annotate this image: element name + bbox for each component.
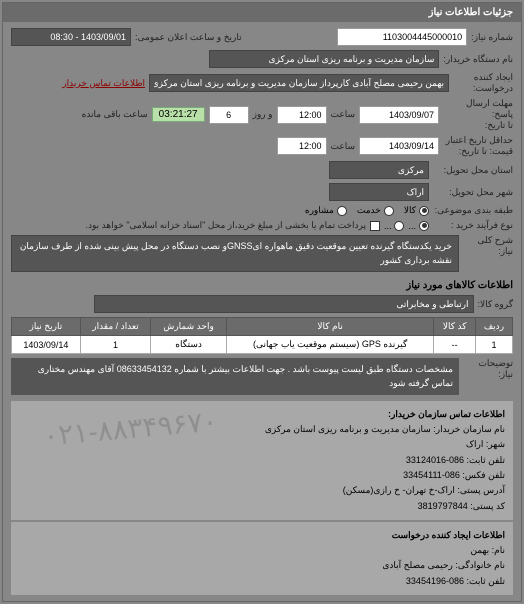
table-row: 1 -- گیرنده GPS (سیستم موقعیت یاب جهانی)… (12, 336, 513, 354)
reply-days-input[interactable] (209, 106, 249, 124)
creator-label: ایجاد کننده درخواست: (453, 72, 513, 94)
packaging-radios: کالا خدمت مشاوره (305, 205, 429, 216)
cell-code: -- (434, 336, 476, 354)
need-details-card: جزئیات اطلاعات نیاز شماره نیاز: تاریخ و … (2, 2, 522, 602)
reply-days-label: و روز (253, 109, 273, 120)
reply-time-label: ساعت (331, 109, 356, 120)
notes-label: توضیحات نیاز: (463, 358, 513, 380)
validity-date-input[interactable] (359, 137, 439, 155)
creator-contact-heading: اطلاعات ایجاد کننده درخواست (19, 528, 505, 543)
contact-line: کد پستی: 3819797844 (19, 499, 505, 514)
radio-dot-icon (419, 206, 429, 216)
row-need-title: شرح کلی نیاز: خرید یکدستگاه گیرنده تعیین… (11, 235, 513, 272)
col-row: ردیف (475, 318, 512, 336)
radio-dot-icon (419, 221, 429, 231)
radio-moshavere[interactable]: مشاوره (305, 205, 347, 216)
contact-link[interactable]: اطلاعات تماس خریدار (62, 78, 145, 89)
treasury-note: پرداخت تمام یا بخشی از مبلغ خرید،از محل … (86, 220, 366, 231)
remaining-label: ساعت باقی مانده (82, 109, 148, 120)
col-unit: واحد شمارش (151, 318, 227, 336)
card-body: شماره نیاز: تاریخ و ساعت اعلان عمومی: نا… (3, 22, 521, 601)
remaining-time: 03:21:27 (152, 107, 205, 122)
treasury-checkbox[interactable] (370, 221, 380, 231)
city-label: شهر محل تحویل: (433, 187, 513, 198)
card-header: جزئیات اطلاعات نیاز (3, 3, 521, 22)
need-title-box: خرید یکدستگاه گیرنده تعیین موقعیت دقیق م… (11, 235, 459, 272)
row-goods-group: گروه کالا: (11, 295, 513, 313)
col-date: تاریخ نیاز (12, 318, 81, 336)
contact-line: تلفن ثابت: 086-33124016 (19, 453, 505, 468)
col-qty: تعداد / مقدار (80, 318, 151, 336)
reply-time-input[interactable] (277, 106, 327, 124)
validity-time-label: ساعت (331, 141, 356, 152)
cell-date: 1403/09/14 (12, 336, 81, 354)
validity-label: حداقل تاریخ اعتبار قیمت: تا تاریخ: (443, 135, 513, 157)
group-input (94, 295, 474, 313)
row-city: شهر محل تحویل: (11, 183, 513, 201)
group-label: گروه کالا: (478, 299, 513, 310)
col-name: نام کالا (226, 318, 434, 336)
province-input (329, 161, 429, 179)
row-need-number: شماره نیاز: تاریخ و ساعت اعلان عمومی: (11, 28, 513, 46)
cell-qty: 1 (80, 336, 151, 354)
radio-opt2[interactable]: ... (384, 221, 405, 231)
radio-dot-icon (337, 206, 347, 216)
radio-dot-icon (384, 206, 394, 216)
creator-contact-section: اطلاعات ایجاد کننده درخواست نام: بهمن نا… (11, 522, 513, 595)
row-province: استان محل تحویل: (11, 161, 513, 179)
cell-name: گیرنده GPS (سیستم موقعیت یاب جهانی) (226, 336, 434, 354)
contact-line: شهر: اراک (19, 437, 505, 452)
goods-header: اطلاعات کالاهای مورد نیاز (11, 280, 513, 291)
validity-time-input[interactable] (277, 137, 327, 155)
radio-kala[interactable]: کالا (404, 205, 429, 216)
radio-opt1[interactable]: ... (408, 221, 429, 231)
contact-line: تلفن فکس: 086-33454111 (19, 468, 505, 483)
packaging-label: طبقه بندی موضوعی: (433, 205, 513, 216)
radio-dot-icon (394, 221, 404, 231)
contact-line: نام خانوادگی: رحیمی مصلح آبادی (19, 558, 505, 573)
row-buyer-org: نام دستگاه خریدار: (11, 50, 513, 68)
contact-line: نام: بهمن (19, 543, 505, 558)
col-code: کد کالا (434, 318, 476, 336)
creator-input (149, 74, 449, 92)
cell-row: 1 (475, 336, 512, 354)
buyer-org-input (209, 50, 439, 68)
need-title-label: شرح کلی نیاز: (463, 235, 513, 257)
buy-type-label: نوع فرآیند خرید : (433, 220, 513, 231)
need-number-label: شماره نیاز: (471, 32, 513, 43)
announce-input (11, 28, 131, 46)
buyer-org-label: نام دستگاه خریدار: (443, 54, 513, 65)
announce-label: تاریخ و ساعت اعلان عمومی: (135, 32, 242, 43)
contact-line: تلفن ثابت: 086-33454196 (19, 574, 505, 589)
cell-unit: دستگاه (151, 336, 227, 354)
row-reply-deadline: مهلت ارسال پاسخ: تا تاریخ: ساعت و روز 03… (11, 98, 513, 131)
row-validity: حداقل تاریخ اعتبار قیمت: تا تاریخ: ساعت (11, 135, 513, 157)
city-input (329, 183, 429, 201)
radio-khedmat[interactable]: خدمت (357, 205, 394, 216)
goods-section: اطلاعات کالاهای مورد نیاز گروه کالا: ردی… (11, 280, 513, 395)
province-label: استان محل تحویل: (433, 165, 513, 176)
contact-line: آدرس پستی: اراک-خ تهران- خ رازی(مسکن) (19, 483, 505, 498)
contact-line: نام سازمان خریدار: سازمان مدیریت و برنام… (19, 422, 505, 437)
buyer-contact-heading: اطلاعات تماس سازمان خریدار: (19, 407, 505, 422)
notes-box: مشخصات دستگاه طبق لیست پیوست باشد . جهت … (11, 358, 459, 395)
reply-date-input[interactable] (359, 106, 439, 124)
goods-table: ردیف کد کالا نام کالا واحد شمارش تعداد /… (11, 317, 513, 354)
buyer-contact-section: اطلاعات تماس سازمان خریدار: نام سازمان خ… (11, 401, 513, 520)
row-notes: توضیحات نیاز: مشخصات دستگاه طبق لیست پیو… (11, 358, 513, 395)
row-creator: ایجاد کننده درخواست: اطلاعات تماس خریدار (11, 72, 513, 94)
row-packaging: طبقه بندی موضوعی: کالا خدمت مشاوره (11, 205, 513, 216)
reply-label: مهلت ارسال پاسخ: تا تاریخ: (443, 98, 513, 131)
need-number-input[interactable] (337, 28, 467, 46)
row-buy-type: نوع فرآیند خرید : ... ... پرداخت تمام یا… (11, 220, 513, 231)
